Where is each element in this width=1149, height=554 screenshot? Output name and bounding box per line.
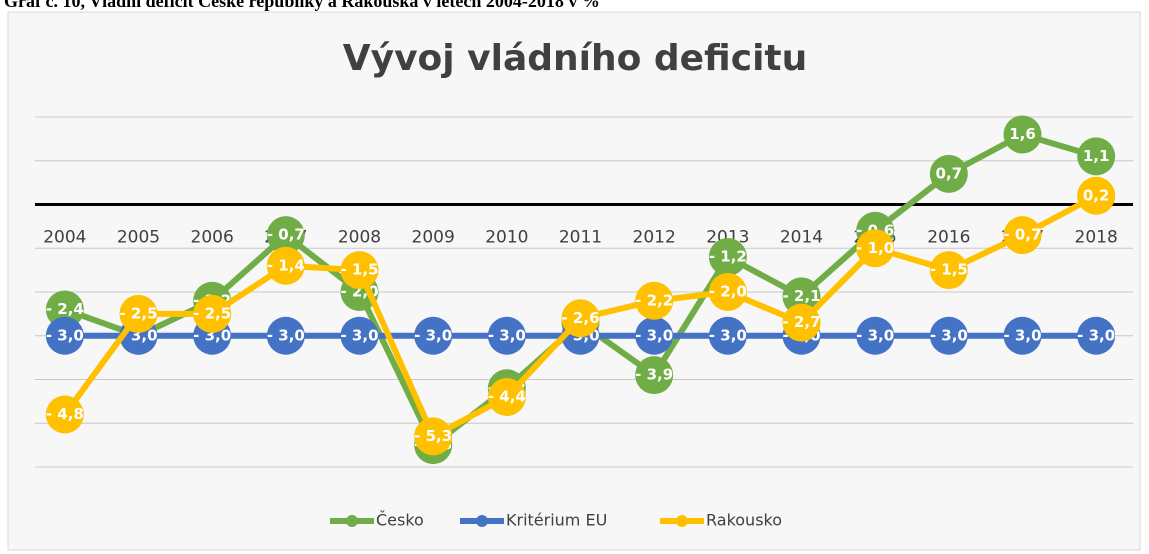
marker [414, 316, 453, 355]
marker [782, 303, 821, 342]
x-tick-label: 2010 [485, 228, 528, 248]
legend-label: Kritérium EU [506, 511, 607, 530]
chart-area [7, 11, 1141, 551]
marker [561, 299, 600, 338]
marker [856, 316, 895, 355]
x-tick-label: 2004 [43, 228, 86, 248]
marker [708, 316, 747, 355]
marker [45, 395, 84, 434]
marker [635, 281, 674, 320]
data-label: - 3,0 [340, 326, 378, 344]
x-tick-label: 2011 [559, 228, 602, 248]
x-tick-label: 2009 [412, 228, 455, 248]
marker [929, 154, 968, 193]
legend-label: Rakousko [706, 511, 782, 530]
data-label: 1,6 [1009, 125, 1036, 143]
data-label: - 0,7 [267, 226, 305, 244]
x-tick-label: 2016 [927, 228, 970, 248]
marker [782, 277, 821, 316]
marker [1077, 137, 1116, 176]
data-label: - 2,5 [119, 304, 157, 322]
data-label: - 0,7 [1003, 226, 1041, 244]
marker [45, 290, 84, 329]
data-label: - 3,0 [193, 326, 231, 344]
data-label: 0,2 [1083, 186, 1110, 204]
data-label: 1,1 [1083, 147, 1110, 165]
chart-title: Vývoj vládního deficitu [343, 38, 808, 79]
data-label: - 3,0 [267, 326, 305, 344]
data-label: - 3,0 [414, 326, 452, 344]
data-label: - 3,0 [856, 326, 894, 344]
data-label: - 3,0 [1077, 326, 1115, 344]
data-label: - 1,2 [709, 248, 747, 266]
marker [1003, 115, 1042, 154]
data-label: - 3,9 [635, 366, 673, 384]
marker [266, 316, 305, 355]
data-label: - 4,8 [46, 405, 84, 423]
data-label: - 1,4 [267, 256, 305, 274]
data-label: - 3,0 [488, 326, 526, 344]
marker [414, 417, 453, 456]
marker [340, 251, 379, 290]
data-label: - 4,4 [488, 388, 526, 406]
x-tick-label: 2014 [780, 228, 823, 248]
caption: Graf č. 10, Vládní deficit České republi… [4, 0, 600, 11]
x-tick-label: 2012 [633, 228, 676, 248]
marker [487, 378, 526, 416]
legend-label: Česko [376, 511, 424, 530]
marker [1003, 316, 1042, 355]
marker [708, 273, 747, 311]
data-label: - 3,0 [930, 326, 968, 344]
legend-marker [676, 515, 688, 527]
data-label: - 3,0 [635, 326, 673, 344]
marker [340, 316, 379, 355]
data-label: - 2,1 [782, 287, 820, 305]
data-label: - 3,0 [46, 326, 84, 344]
data-label: 0,7 [936, 164, 963, 182]
data-label: - 2,4 [46, 300, 84, 318]
x-tick-label: 2005 [117, 228, 160, 248]
marker [708, 238, 747, 276]
x-tick-label: 2006 [191, 228, 234, 248]
marker [1077, 176, 1116, 215]
marker [193, 294, 232, 333]
data-label: - 1,0 [856, 239, 894, 257]
data-label: - 2,6 [561, 309, 599, 327]
data-label: - 5,3 [414, 427, 452, 445]
data-label: - 3,0 [709, 326, 747, 344]
marker [266, 216, 305, 255]
data-label: - 2,2 [635, 291, 673, 309]
marker [856, 229, 895, 268]
data-label: - 2,7 [782, 313, 820, 331]
marker [635, 316, 674, 355]
legend-marker [346, 515, 358, 527]
marker [929, 316, 968, 355]
marker [1077, 316, 1116, 355]
marker [929, 251, 968, 290]
x-tick-label: 2018 [1075, 228, 1118, 248]
data-label: - 2,5 [193, 304, 231, 322]
marker [266, 246, 305, 285]
marker [487, 316, 526, 355]
marker [119, 294, 158, 333]
x-tick-label: 2008 [338, 228, 381, 248]
marker [635, 356, 674, 395]
data-label: - 1,5 [930, 261, 968, 279]
legend-marker [476, 515, 488, 527]
data-label: - 3,0 [1003, 326, 1041, 344]
data-label: - 1,5 [340, 261, 378, 279]
marker [1003, 216, 1042, 255]
data-label: - 2,0 [709, 283, 747, 301]
marker [45, 316, 84, 355]
